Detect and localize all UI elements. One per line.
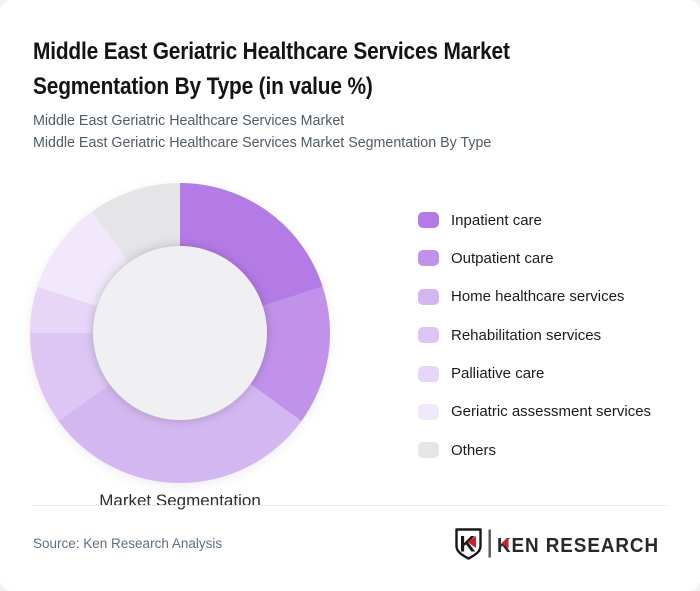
pie-slice-geriatric-assessment-services[interactable]	[37, 211, 129, 307]
legend-label: Others	[451, 441, 497, 459]
pie-slice-home-healthcare-services[interactable]	[58, 384, 302, 483]
logo-divider	[488, 529, 491, 558]
legend-label: Rehabilitation services	[451, 326, 602, 344]
legend-item-rehabilitation-services[interactable]: Rehabilitation services	[418, 326, 651, 344]
legend-swatch	[418, 442, 439, 459]
legend-item-outpatient-care[interactable]: Outpatient care	[418, 249, 651, 267]
donut-chart	[20, 173, 340, 493]
legend-item-others[interactable]: Others	[418, 441, 651, 459]
legend: Inpatient care Outpatient care Home health…	[418, 211, 651, 459]
shield-red-triangle-icon	[467, 536, 476, 548]
pie-slice-outpatient-care[interactable]	[250, 286, 331, 422]
legend-swatch	[418, 365, 439, 382]
pie-slice-inpatient-care[interactable]	[180, 183, 323, 307]
shield-letter: K	[460, 532, 476, 557]
legend-item-inpatient-care[interactable]: Inpatient care	[418, 211, 651, 229]
logo-wordmark: KEN RESEARCH	[497, 535, 659, 557]
ken-research-logo: K KEN RESEARCH	[455, 528, 659, 560]
subtitle-line-1: Middle East Geriatric Healthcare Service…	[33, 112, 345, 129]
shield-icon	[455, 528, 482, 560]
source-text: Source: Ken Research Analysis	[33, 536, 223, 551]
legend-item-geriatric-assessment-services[interactable]: Geriatric assessment services	[418, 403, 651, 421]
donut-center-label: Market Segmentation	[99, 491, 261, 510]
legend-item-palliative-care[interactable]: Palliative care	[418, 365, 651, 383]
legend-swatch	[418, 327, 439, 344]
subtitle-line-2: Middle East Geriatric Healthcare Service…	[33, 134, 492, 151]
title-line-1: Middle East Geriatric Healthcare Service…	[33, 38, 510, 65]
legend-label: Home healthcare services	[451, 288, 625, 306]
legend-label: Inpatient care	[451, 211, 542, 229]
page-title: Middle East Geriatric Healthcare Service…	[33, 34, 510, 104]
pie-slice-palliative-care[interactable]	[30, 286, 98, 333]
legend-item-home-healthcare-services[interactable]: Home healthcare services	[418, 288, 651, 306]
legend-label: Palliative care	[451, 365, 545, 383]
legend-label: Outpatient care	[451, 249, 554, 267]
donut-svg	[30, 183, 331, 483]
legend-label: Geriatric assessment services	[451, 403, 652, 421]
wordmark-red-triangle-icon	[501, 537, 509, 549]
pie-slice-others[interactable]	[91, 183, 180, 263]
legend-swatch	[418, 250, 439, 267]
footer-divider	[33, 505, 667, 506]
legend-swatch	[418, 212, 439, 228]
legend-swatch	[418, 288, 439, 305]
chart-subtitle: Middle East Geriatric Healthcare Service…	[33, 110, 491, 154]
pie-slice-rehabilitation-services[interactable]	[30, 333, 110, 422]
title-line-2: Segmentation By Type (in value %)	[33, 73, 373, 100]
donut-center-circle	[93, 246, 267, 420]
legend-swatch	[418, 403, 439, 420]
